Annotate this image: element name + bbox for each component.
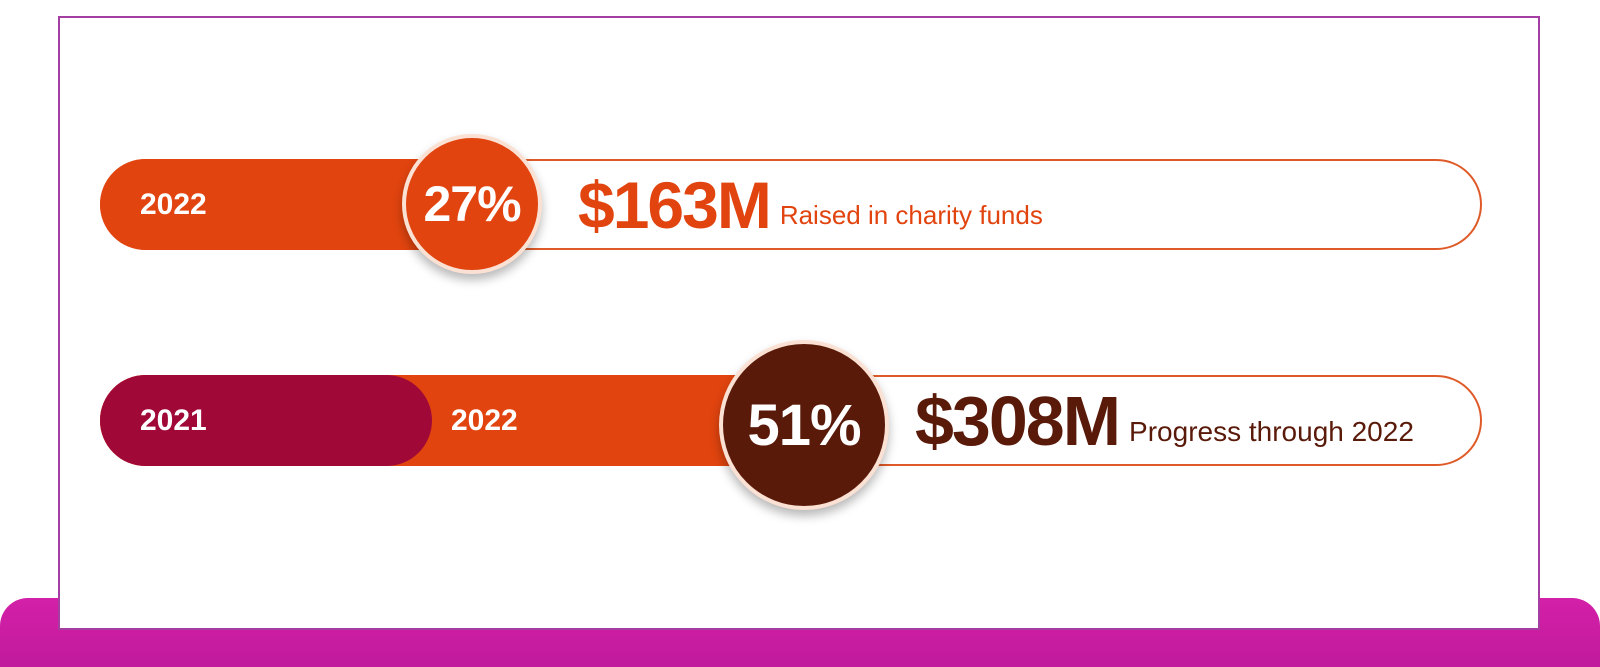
progress-row-2021-2022: 2021 2022 51% $308M Progress through 202… xyxy=(100,340,1482,510)
year-label-2021: 2021 xyxy=(140,404,207,437)
progress-fill-2021 xyxy=(100,375,432,466)
amount-value: $308M xyxy=(915,381,1121,460)
year-label-2022: 2022 xyxy=(451,404,518,437)
progress-row-2022: 2022 27% $163M Raised in charity funds xyxy=(100,134,1482,274)
percent-bubble: 27% xyxy=(402,134,542,274)
amount-caption: Raised in charity funds xyxy=(779,200,1043,230)
percent-bubble: 51% xyxy=(719,340,889,510)
amount-value: $163M xyxy=(578,167,772,242)
amount-group: $308M Progress through 2022 xyxy=(915,375,1414,466)
year-label: 2022 xyxy=(140,188,207,221)
amount-caption: Progress through 2022 xyxy=(1129,415,1414,447)
infographic-card: 2022 27% $163M Raised in charity funds 2… xyxy=(58,16,1540,630)
amount-group: $163M Raised in charity funds xyxy=(578,159,1043,250)
